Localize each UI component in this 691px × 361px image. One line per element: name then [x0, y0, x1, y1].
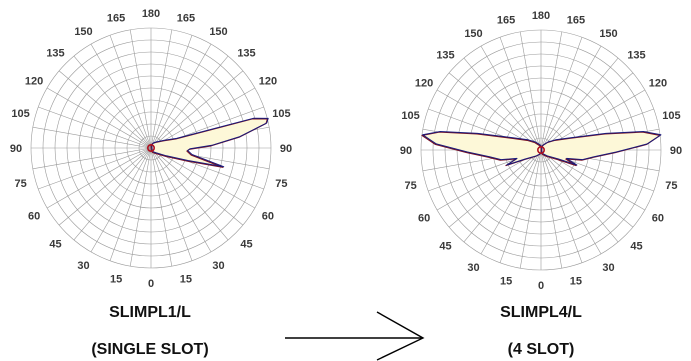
angle-tick-label: 120 [25, 76, 43, 88]
intensity-lobe [150, 118, 268, 168]
angle-tick-label: 75 [665, 180, 677, 192]
angle-tick-label: 165 [177, 13, 195, 25]
angle-tick-label: 135 [627, 50, 645, 62]
angle-tick-label: 135 [436, 50, 454, 62]
angle-tick-label: 90 [400, 145, 412, 157]
center-marker [147, 144, 156, 153]
right-chart-title: SLIMPL4/L [500, 304, 582, 321]
grid-ring [420, 29, 662, 271]
angle-tick-label: 45 [240, 239, 252, 251]
grid-ring [30, 27, 272, 269]
angle-tick-label: 0 [538, 280, 544, 292]
arrow-right-icon [285, 311, 425, 361]
angle-tick-label: 90 [280, 143, 292, 155]
center-marker [536, 146, 545, 155]
angle-tick-label: 105 [11, 108, 29, 120]
angle-tick-label: 0 [148, 278, 154, 290]
angle-tick-label: 150 [464, 28, 482, 40]
grid-ring [444, 53, 638, 247]
angle-tick-label: 180 [532, 10, 550, 22]
angle-tick-label: 90 [670, 145, 682, 157]
angle-tick-label: 75 [275, 178, 287, 190]
arrow-head [376, 311, 425, 361]
angle-tick-label: 105 [272, 108, 290, 120]
angle-tick-label: 165 [497, 15, 515, 27]
right-chart-subtitle: (4 SLOT) [508, 341, 575, 358]
angle-tick-label: 105 [401, 110, 419, 122]
angle-tick-label: 135 [46, 48, 64, 60]
angle-tick-label: 90 [10, 143, 22, 155]
angle-tick-label: 15 [570, 275, 582, 287]
angle-tick-label: 135 [237, 48, 255, 60]
left-chart-subtitle: (SINGLE SLOT) [91, 341, 208, 358]
right-polar-chart: 0 15 15 30 30 45 45 60 60 75 75 90 90 105 105 120 120 135… [400, 10, 682, 292]
grid-ring [78, 75, 224, 221]
angle-tick-label: 45 [439, 241, 451, 253]
angle-tick-label: 120 [649, 78, 667, 90]
angle-tick-label: 150 [74, 26, 92, 38]
grid-ring [42, 39, 260, 257]
angle-tick-label: 60 [28, 211, 40, 223]
angle-tick-label: 120 [415, 78, 433, 90]
grid-ring [90, 87, 212, 209]
angle-tick-label: 60 [262, 211, 274, 223]
angle-tick-label: 30 [602, 262, 614, 274]
angle-tick-label: 75 [14, 178, 26, 190]
angle-tick-label: 165 [107, 13, 125, 25]
angle-tick-label: 15 [110, 273, 122, 285]
grid-ring [66, 63, 236, 233]
angle-tick-label: 120 [259, 76, 277, 88]
angle-tick-label: 30 [467, 262, 479, 274]
grid-ring [54, 51, 248, 245]
angle-tick-label: 75 [404, 180, 416, 192]
angle-tick-label: 150 [599, 28, 617, 40]
intensity-lobe-outline [541, 130, 662, 166]
angle-tick-label: 45 [49, 239, 61, 251]
angle-tick-label: 60 [652, 213, 664, 225]
intensity-lobe-outline [151, 117, 269, 168]
angle-tick-label: 180 [142, 8, 160, 20]
angle-tick-label: 30 [77, 260, 89, 272]
intensity-lobe-outline [422, 130, 543, 166]
left-polar-chart: 0 15 15 30 30 45 45 60 60 75 75 90 90 105 105 120 120 135… [10, 8, 292, 290]
angle-tick-label: 45 [630, 241, 642, 253]
angle-tick-label: 15 [500, 275, 512, 287]
left-chart-title: SLIMPL1/L [109, 304, 191, 321]
angle-tick-label: 105 [662, 110, 680, 122]
angle-tick-label: 165 [567, 15, 585, 27]
grid-ring [432, 41, 650, 259]
angle-tick-label: 150 [209, 26, 227, 38]
angle-tick-label: 15 [180, 273, 192, 285]
angle-tick-label: 60 [418, 213, 430, 225]
angle-tick-label: 30 [212, 260, 224, 272]
